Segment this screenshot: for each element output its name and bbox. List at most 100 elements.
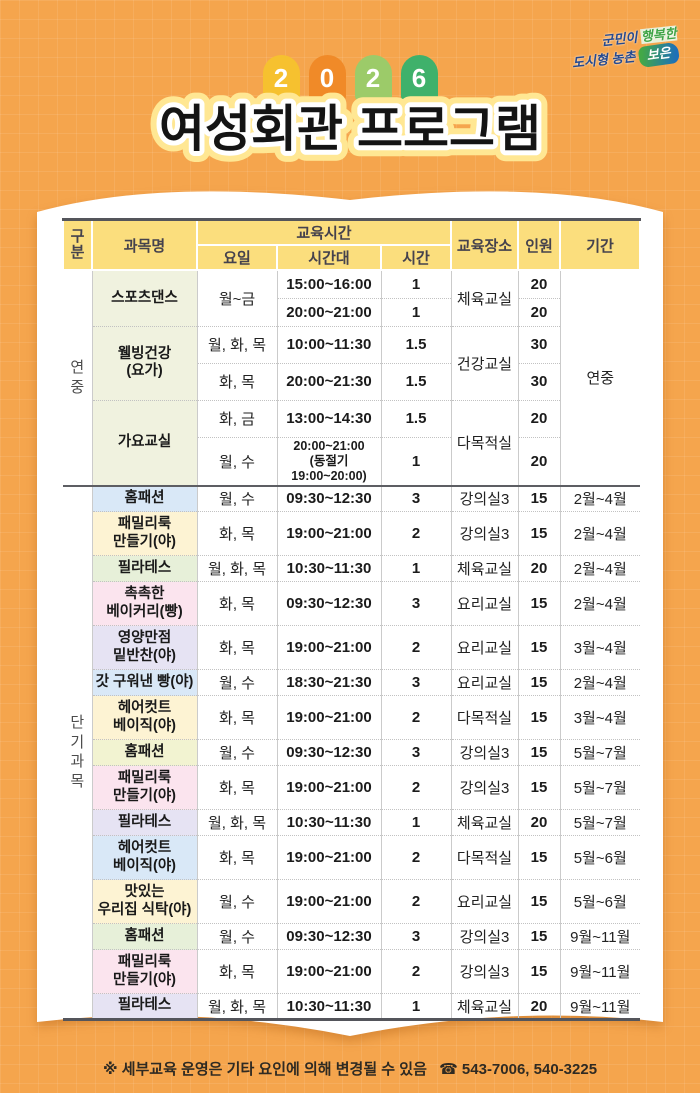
cell-place: 건강교실 <box>451 325 519 400</box>
cell-period: 9월~11월 <box>560 949 640 994</box>
cell-hours: 2 <box>381 949 452 994</box>
cell-capacity: 15 <box>518 669 561 696</box>
cell-days: 월, 수 <box>197 739 278 766</box>
cell-time: 10:30~11:30 <box>277 993 382 1020</box>
cell-time: 18:30~21:30 <box>277 669 382 696</box>
table-row: 헤어컷트 베이직(야) 화, 목 19:00~21:00 2 다목적실 15 5월~6월 <box>63 835 640 880</box>
cell-capacity: 20 <box>518 809 561 836</box>
table-row: 영양만점 밑반찬(야) 화, 목 19:00~21:00 2 요리교실 15 3월~4월 <box>63 625 640 670</box>
cell-time: 09:30~12:30 <box>277 581 382 626</box>
cell-place: 강의실3 <box>451 484 519 512</box>
cell-subject: 필라테스 <box>92 809 198 836</box>
cell-place: 요리교실 <box>451 625 519 670</box>
cell-time: 15:00~16:00 <box>277 269 382 298</box>
cell-capacity: 15 <box>518 484 561 512</box>
table-row: 헤어컷트 베이직(야) 화, 목 19:00~21:00 2 다목적실 15 3월~4월 <box>63 695 640 740</box>
table-row: 필라테스 월, 화, 목 10:30~11:30 1 체육교실 20 2월~4월 <box>63 555 640 582</box>
header-cell: 교육장소 <box>450 218 519 271</box>
cell-period: 9월~11월 <box>560 923 640 950</box>
header-cell: 기간 <box>559 218 641 271</box>
table-row: 촉촉한 베이커리(빵) 화, 목 09:30~12:30 3 요리교실 15 2월~4월 <box>63 581 640 626</box>
cell-place: 체육교실 <box>451 993 519 1020</box>
cell-capacity: 20 <box>518 399 561 437</box>
cell-hours: 1 <box>381 555 452 582</box>
cell-days: 월, 수 <box>197 436 278 486</box>
table-row: 맛있는 우리집 식탁(야) 월, 수 19:00~21:00 2 요리교실 15 5월~6월 <box>63 879 640 924</box>
cell-capacity: 15 <box>518 879 561 924</box>
cell-hours: 1 <box>381 993 452 1020</box>
cell-capacity: 15 <box>518 739 561 766</box>
table-row: 화, 목 20:00~21:30 1.5 30 <box>63 362 640 400</box>
year-digit-badge: 2 <box>354 55 392 101</box>
table-row: 필라테스 월, 화, 목 10:30~11:30 1 체육교실 20 5월~7월 <box>63 809 640 836</box>
table-row: 연 중 스포츠댄스 월~금 15:00~16:00 1 체육교실 20 연중 <box>63 269 640 486</box>
cell-hours: 1.5 <box>381 399 452 437</box>
cell-period: 2월~4월 <box>560 555 640 582</box>
cell-hours: 2 <box>381 695 452 740</box>
cell-period: 2월~4월 <box>560 484 640 512</box>
cell-hours: 3 <box>381 669 452 696</box>
cell-days: 화, 목 <box>197 362 278 400</box>
cell-days: 화, 금 <box>197 399 278 437</box>
cell-place: 체육교실 <box>451 555 519 582</box>
cell-capacity: 30 <box>518 362 561 400</box>
footer-phone: ☎ 543-7006, 540-3225 <box>439 1061 598 1078</box>
program-table: 구 분 과목명 교육시간 교육장소 인원 기간 요일 시간대 시간 연 중 스포츠댄스 월~금 15:00… <box>62 218 641 1021</box>
cell-subject: 웰빙건강 (요가) <box>92 325 198 400</box>
cell-capacity: 20 <box>518 436 561 486</box>
cell-place: 다목적실 <box>451 695 519 740</box>
header-cell: 교육시간 <box>196 218 452 246</box>
cell-time: 09:30~12:30 <box>277 739 382 766</box>
cell-time: 19:00~21:00 <box>277 879 382 924</box>
cell-period: 9월~11월 <box>560 993 640 1020</box>
cell-capacity: 15 <box>518 511 561 556</box>
footer-note: ※ 세부교육 운영은 기타 요인에 의해 변경될 수 있음 ☎ 543-7006… <box>0 1058 700 1079</box>
table-row: 패밀리룩 만들기(야) 화, 목 19:00~21:00 2 강의실3 15 2월~4월 <box>63 511 640 556</box>
table-row: 갓 구워낸 빵(야) 월, 수 18:30~21:30 3 요리교실 15 2월~4월 <box>63 669 640 696</box>
cell-time: 20:00~21:00 <box>277 297 382 326</box>
cell-subject: 맛있는 우리집 식탁(야) <box>92 879 198 924</box>
cell-hours: 3 <box>381 739 452 766</box>
cell-days: 월, 화, 목 <box>197 993 278 1020</box>
cell-capacity: 30 <box>518 325 561 363</box>
cell-place: 강의실3 <box>451 765 519 810</box>
cell-days: 화, 목 <box>197 835 278 880</box>
header-row: 구 분 과목명 교육시간 교육장소 인원 기간 <box>62 218 641 271</box>
cell-subject: 헤어컷트 베이직(야) <box>92 695 198 740</box>
cell-days: 화, 목 <box>197 765 278 810</box>
cell-hours: 1.5 <box>381 362 452 400</box>
cell-subject: 패밀리룩 만들기(야) <box>92 949 198 994</box>
cell-days: 화, 목 <box>197 581 278 626</box>
table-row: 가요교실 화, 금 13:00~14:30 1.5 다목적실 20 <box>63 399 640 486</box>
table-row: 단 기 과 목 홈패션 월, 수 09:30~12:30 3 강의실3 15 2월~4월 <box>63 484 640 1020</box>
cell-time: 19:00~21:00 <box>277 511 382 556</box>
cell-capacity: 20 <box>518 993 561 1020</box>
cell-place: 강의실3 <box>451 511 519 556</box>
header-cell: 요일 <box>196 244 278 271</box>
table-row: 패밀리룩 만들기(야) 화, 목 19:00~21:00 2 강의실3 15 9월~11월 <box>63 949 640 994</box>
cell-hours: 1.5 <box>381 325 452 363</box>
cell-capacity: 20 <box>518 269 561 298</box>
header-cell: 과목명 <box>91 218 198 271</box>
cell-time: 20:00~21:00 (동절기 19:00~20:00) <box>277 436 382 486</box>
cell-days: 월, 수 <box>197 923 278 950</box>
cell-period: 3월~4월 <box>560 625 640 670</box>
cell-subject: 패밀리룩 만들기(야) <box>92 765 198 810</box>
table-row: 필라테스 월, 화, 목 10:30~11:30 1 체육교실 20 9월~11월 <box>63 993 640 1020</box>
cell-days: 월, 화, 목 <box>197 555 278 582</box>
header-cell: 인원 <box>517 218 561 271</box>
cell-place: 요리교실 <box>451 669 519 696</box>
cell-time: 10:30~11:30 <box>277 555 382 582</box>
cell-days: 월, 수 <box>197 484 278 512</box>
cell-capacity: 20 <box>518 297 561 326</box>
cell-place: 요리교실 <box>451 581 519 626</box>
cell-place: 강의실3 <box>451 739 519 766</box>
cell-period: 2월~4월 <box>560 511 640 556</box>
cell-period: 5월~7월 <box>560 765 640 810</box>
cell-period: 연중 <box>560 269 640 486</box>
cell-time: 19:00~21:00 <box>277 765 382 810</box>
cell-period: 5월~7월 <box>560 809 640 836</box>
cell-days: 월, 수 <box>197 879 278 924</box>
table-row: 홈패션 월, 수 09:30~12:30 3 강의실3 15 9월~11월 <box>63 923 640 950</box>
